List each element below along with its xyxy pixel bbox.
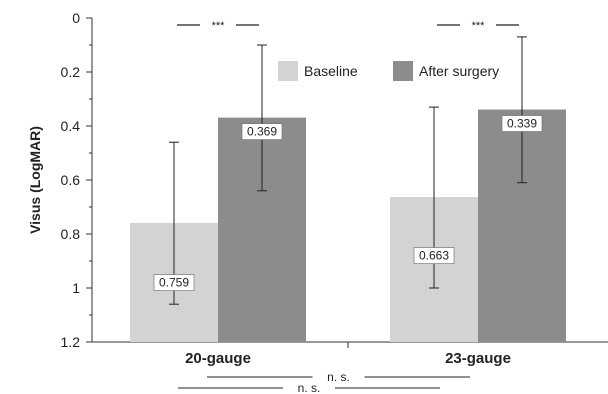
data-label-box: [413, 247, 455, 264]
y-tick-label: 0.8: [61, 226, 81, 242]
x-category-label: 23-gauge: [445, 350, 511, 367]
legend-swatch: [278, 61, 298, 81]
comparison-label: n. s.: [327, 370, 350, 384]
legend-label: After surgery: [419, 63, 499, 79]
legend: Baseline After surgery: [278, 61, 499, 81]
significance-label: ***: [472, 20, 486, 32]
y-tick-label: 0: [72, 10, 80, 26]
y-axis-title: Visus (LogMAR): [27, 126, 43, 234]
bars: [130, 109, 566, 342]
significance-annotations: *** *** n. s. n. s.: [177, 20, 519, 394]
x-category-label: 20-gauge: [185, 350, 251, 367]
data-label-box: [501, 115, 543, 132]
data-label-box: [153, 274, 195, 291]
data-label: 0.759: [159, 276, 189, 290]
legend-label: Baseline: [304, 63, 358, 79]
y-tick-label: 0.2: [61, 64, 81, 80]
y-tick-label: 0.4: [61, 118, 81, 134]
data-label-box: [241, 123, 283, 140]
y-tick-label: 1: [72, 280, 80, 296]
data-label: 0.369: [247, 125, 277, 139]
data-label: 0.339: [507, 117, 537, 131]
data-label: 0.663: [419, 249, 449, 263]
y-tick-label: 0.6: [61, 172, 81, 188]
data-labels: 0.759 0.663 0.369 0.339: [153, 115, 543, 291]
comparison-label: n. s.: [298, 381, 321, 394]
significance-label: ***: [212, 20, 226, 32]
legend-swatch: [393, 61, 413, 81]
axes: 0 0.2 0.4 0.6 0.8 1 1.2 20-gauge 23-gauge: [61, 10, 608, 367]
y-tick-label: 1.2: [61, 334, 81, 350]
